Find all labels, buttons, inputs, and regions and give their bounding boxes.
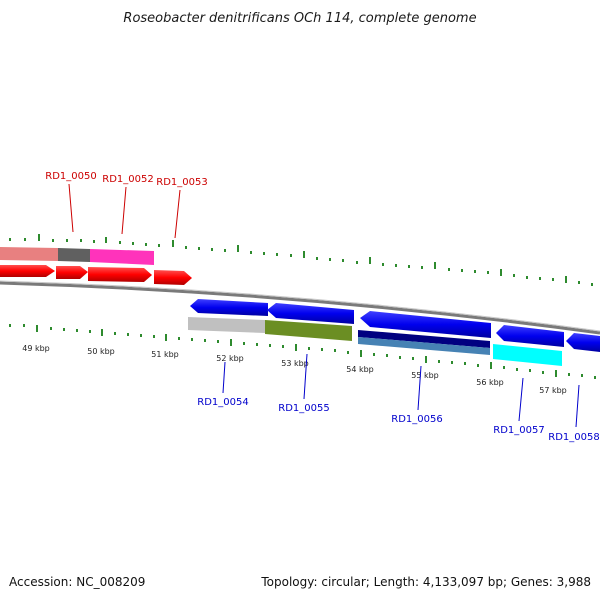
gene-rd1-0053-arrow[interactable] bbox=[154, 270, 192, 285]
gene-label-rd1-0053[interactable]: RD1_0053 bbox=[156, 177, 207, 188]
accession-text: Accession: NC_008209 bbox=[9, 575, 145, 589]
genome-backbone bbox=[0, 281, 600, 335]
gene-rd1-0058-arrow[interactable] bbox=[566, 333, 600, 352]
gene-rd1-0050-arrow[interactable] bbox=[0, 265, 55, 277]
gene-rd1-0052-bar[interactable] bbox=[90, 249, 154, 265]
gene-rd1-0057-arrow[interactable] bbox=[496, 325, 564, 347]
gene-rd1-0057-bar[interactable] bbox=[493, 344, 562, 366]
label-line-rd1-0052 bbox=[121, 186, 127, 235]
map-title: Roseobacter denitrificans OCh 114, compl… bbox=[123, 11, 476, 26]
gene-rd1-0054-bar[interactable] bbox=[188, 317, 265, 333]
label-line-rd1-0055 bbox=[303, 353, 308, 400]
gene-rd1-0051-arrow[interactable] bbox=[56, 266, 88, 279]
tick-label-56kbp: 56 kbp bbox=[476, 378, 504, 387]
tick-label-57kbp: 57 kbp bbox=[539, 386, 567, 395]
gene-label-rd1-0050[interactable]: RD1_0050 bbox=[45, 171, 96, 182]
label-line-rd1-0058 bbox=[575, 384, 580, 428]
tick-label-51kbp: 51 kbp bbox=[151, 350, 179, 359]
tick-label-53kbp: 53 kbp bbox=[281, 359, 309, 368]
gene-rd1-0050-bar[interactable] bbox=[0, 247, 58, 261]
gene-rd1-0052-arrow[interactable] bbox=[88, 267, 152, 282]
gene-label-rd1-0055[interactable]: RD1_0055 bbox=[278, 403, 329, 414]
tick-label-54kbp: 54 kbp bbox=[346, 365, 374, 374]
gene-label-rd1-0057[interactable]: RD1_0057 bbox=[493, 425, 544, 436]
gene-rd1-0054-arrow[interactable] bbox=[190, 299, 268, 316]
gene-rd1-0056-arrow[interactable] bbox=[360, 311, 491, 338]
genome-summary-text: Topology: circular; Length: 4,133,097 bp… bbox=[260, 575, 591, 589]
reverse-feature-track bbox=[188, 299, 600, 366]
forward-feature-track bbox=[0, 247, 192, 285]
gene-rd1-0051-bar[interactable] bbox=[58, 248, 90, 262]
gene-label-rd1-0054[interactable]: RD1_0054 bbox=[197, 397, 248, 408]
gene-label-rd1-0056[interactable]: RD1_0056 bbox=[391, 414, 442, 425]
label-line-rd1-0050 bbox=[68, 183, 74, 233]
forward-gene-labels: RD1_0050 RD1_0052 RD1_0053 bbox=[45, 171, 208, 239]
scale-labels: 49 kbp 50 kbp 51 kbp 52 kbp 53 kbp 54 kb… bbox=[22, 344, 567, 395]
label-line-rd1-0056 bbox=[417, 365, 422, 411]
gene-label-rd1-0052[interactable]: RD1_0052 bbox=[102, 174, 153, 185]
label-line-rd1-0054 bbox=[222, 361, 226, 394]
label-line-rd1-0053 bbox=[174, 189, 181, 239]
tick-label-49kbp: 49 kbp bbox=[22, 344, 50, 353]
gene-rd1-0055-bar[interactable] bbox=[265, 320, 352, 341]
tick-label-52kbp: 52 kbp bbox=[216, 354, 244, 363]
genome-backbone-highlight bbox=[0, 280, 600, 332]
gene-rd1-0056-bar-bottom[interactable] bbox=[358, 337, 490, 355]
gene-label-rd1-0058[interactable]: RD1_0058 bbox=[548, 432, 599, 443]
gene-rd1-0055-arrow[interactable] bbox=[267, 303, 354, 324]
forward-tick-track bbox=[9, 234, 593, 286]
tick-label-55kbp: 55 kbp bbox=[411, 371, 439, 380]
gene-rd1-0056-bar-top[interactable] bbox=[358, 330, 490, 348]
label-line-rd1-0057 bbox=[518, 377, 524, 422]
reverse-tick-track bbox=[9, 324, 596, 379]
reverse-gene-labels: RD1_0054 RD1_0055 RD1_0056 RD1_0057 RD1_… bbox=[197, 353, 600, 443]
tick-label-50kbp: 50 kbp bbox=[87, 347, 115, 356]
